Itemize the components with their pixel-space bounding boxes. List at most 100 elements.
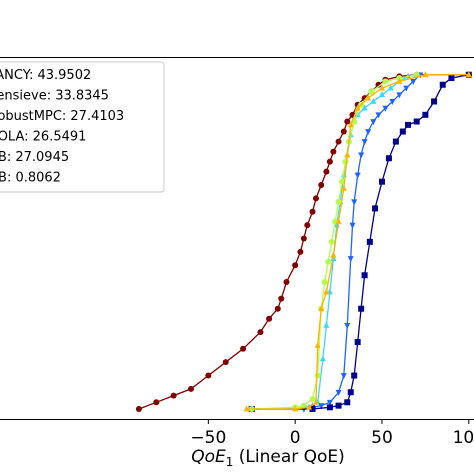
data-point [403, 85, 410, 92]
data-point [422, 111, 429, 118]
data-point [344, 151, 351, 158]
x-tick-label: −50 [190, 428, 226, 448]
data-point [326, 404, 333, 411]
data-point [372, 205, 379, 212]
data-point [335, 389, 342, 396]
data-point [328, 238, 335, 245]
data-point [335, 198, 342, 205]
data-point [344, 399, 351, 406]
data-point [309, 405, 316, 412]
x-tick-label: 100 [453, 428, 474, 448]
legend-entry: RB: 0.8062 [0, 171, 61, 186]
data-point [323, 288, 330, 295]
legend-entry: Pensieve: 33.8345 [0, 89, 109, 104]
data-point [309, 208, 316, 215]
data-point [326, 158, 333, 165]
data-point [405, 121, 412, 128]
data-point [340, 128, 347, 135]
data-point [361, 139, 368, 146]
data-point [243, 405, 250, 412]
legend-entry: BOLA: 26.5491 [0, 130, 86, 145]
data-point [278, 295, 285, 302]
data-point [339, 178, 346, 185]
data-point [187, 385, 194, 392]
data-point [448, 75, 455, 82]
data-point [422, 71, 429, 78]
data-point [330, 148, 337, 155]
data-point [413, 118, 420, 125]
data-point [347, 389, 354, 396]
data-point [387, 84, 394, 91]
data-point [283, 278, 290, 285]
data-point [358, 152, 365, 159]
data-point [335, 138, 342, 145]
x-tick-label: 0 [290, 428, 301, 448]
legend-box [0, 61, 165, 193]
data-point [361, 272, 368, 279]
data-point [344, 118, 351, 125]
data-point [354, 339, 361, 346]
data-point [318, 403, 325, 410]
series-line [246, 74, 469, 410]
data-point [382, 78, 389, 85]
data-point [351, 199, 358, 206]
data-point [306, 403, 313, 410]
data-point [378, 84, 385, 91]
data-point [319, 355, 326, 362]
data-point [354, 104, 361, 111]
data-point [292, 262, 299, 269]
data-point [378, 178, 385, 185]
data-point [318, 182, 325, 189]
data-point [361, 104, 368, 111]
data-point [342, 158, 349, 165]
data-point [297, 248, 304, 255]
data-point [318, 305, 325, 312]
data-point [347, 121, 354, 128]
data-point [344, 323, 351, 330]
data-point [347, 256, 354, 263]
legend: FANCY: 43.9502 Pensieve: 33.8345 RobustMPC… [0, 61, 165, 193]
data-point [396, 92, 403, 99]
x-tick-label: 50 [371, 428, 393, 448]
data-point [314, 372, 321, 379]
data-point [370, 119, 377, 126]
data-point [205, 372, 212, 379]
data-point [300, 235, 307, 242]
data-point [321, 278, 328, 285]
data-point [170, 392, 177, 399]
data-point [392, 138, 399, 145]
data-point [266, 315, 273, 322]
data-point [365, 94, 372, 101]
series-0 [135, 71, 472, 412]
data-point [340, 184, 347, 191]
data-point [375, 81, 382, 88]
series-line [138, 74, 469, 410]
data-point [222, 359, 229, 366]
data-point [396, 77, 403, 84]
series-layer [135, 71, 472, 413]
legend-entry: FANCY: 43.9502 [0, 68, 91, 83]
legend-entry: BB: 27.0945 [0, 150, 69, 165]
data-point [335, 218, 342, 225]
data-point [378, 91, 385, 98]
data-point [240, 345, 247, 352]
data-point [313, 398, 319, 405]
data-point [431, 98, 438, 105]
series-4 [248, 71, 420, 412]
data-point [292, 405, 299, 412]
data-point [330, 251, 337, 258]
data-point [325, 258, 332, 265]
data-point [389, 99, 396, 106]
data-point [153, 399, 160, 406]
data-point [410, 78, 417, 85]
series-line [251, 74, 469, 410]
x-axis: −50 0 50 100 [190, 419, 474, 448]
data-point [335, 402, 342, 409]
data-point [304, 222, 311, 229]
x-axis-label: QoE1 (Linear QoE) [191, 447, 345, 469]
data-point [382, 105, 389, 112]
data-point [309, 395, 316, 402]
data-point [326, 399, 333, 406]
data-point [340, 373, 347, 380]
